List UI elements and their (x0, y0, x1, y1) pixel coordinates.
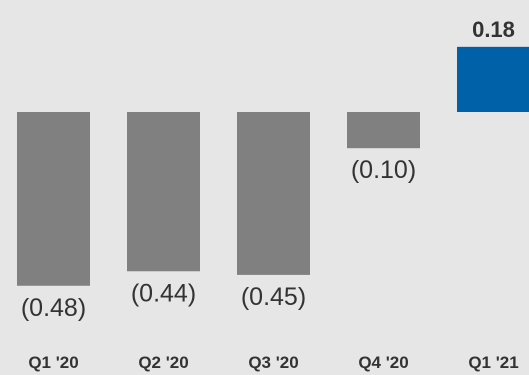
x-tick-label-5: Q1 '21 (468, 353, 518, 372)
bar-5 (457, 46, 529, 113)
x-tick-label-4: Q4 '20 (358, 353, 408, 372)
bars-group (17, 46, 529, 286)
bar-2 (127, 112, 200, 272)
data-label-4: (0.10) (351, 156, 416, 184)
bar-4 (347, 112, 420, 149)
data-labels-group: (0.48) (0.44) (0.45) (0.10) 0.18 (21, 17, 515, 322)
x-tick-label-1: Q1 '20 (28, 353, 78, 372)
data-label-3: (0.45) (241, 283, 306, 311)
x-tick-label-2: Q2 '20 (138, 353, 188, 372)
data-label-5: 0.18 (472, 17, 515, 42)
data-label-2: (0.44) (131, 279, 196, 307)
x-tick-label-3: Q3 '20 (248, 353, 298, 372)
x-axis-tick-labels: Q1 '20 Q2 '20 Q3 '20 Q4 '20 Q1 '21 (28, 353, 518, 372)
data-label-1: (0.48) (21, 294, 86, 322)
bar-1 (17, 112, 90, 286)
bar-3 (237, 112, 310, 275)
